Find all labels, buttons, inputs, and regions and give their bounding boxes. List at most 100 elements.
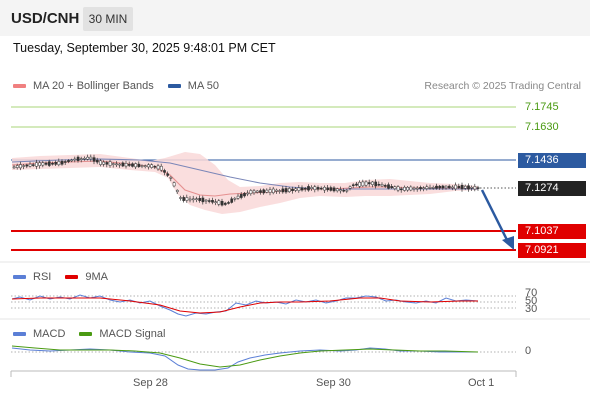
rsi-ma-swatch [65, 275, 79, 279]
candle-body [441, 185, 445, 189]
candle-body [278, 190, 282, 192]
macd-swatch [13, 332, 26, 336]
candle-body [217, 200, 221, 205]
candle-body [390, 186, 394, 189]
macd-zero-label: 0 [525, 345, 532, 357]
candle-body [105, 162, 109, 165]
rsi-swatch [13, 275, 26, 279]
candle-body [351, 184, 355, 186]
candle-body [431, 187, 435, 189]
macd-signal-swatch [79, 332, 93, 336]
candle-body [137, 163, 141, 167]
candle-body [185, 197, 189, 201]
candle-body [249, 190, 253, 194]
candle-body [428, 187, 432, 189]
candle-body [214, 201, 218, 203]
candle-body [12, 166, 16, 169]
candle-body [131, 163, 134, 167]
candle-body [447, 185, 451, 189]
candle-body [230, 198, 234, 203]
candle-body [99, 160, 102, 165]
candle-body [425, 186, 429, 189]
candle-body [108, 161, 112, 166]
candle-body [207, 200, 211, 202]
candle-body [57, 161, 61, 166]
candle-body [182, 197, 186, 201]
candle-body [233, 198, 237, 200]
candle-body [252, 190, 256, 194]
candle-body [195, 198, 198, 200]
support-1-label: 7.1037 [518, 224, 586, 239]
candle-body [121, 162, 125, 167]
candle-body [355, 183, 358, 186]
macd-signal-legend-label: MACD Signal [99, 328, 166, 340]
candle-body [281, 188, 285, 193]
bollinger-band [12, 152, 478, 214]
pivot-label: 7.1436 [518, 153, 586, 168]
candle-body [211, 200, 214, 203]
candle-body [239, 194, 243, 198]
candle-body [147, 164, 150, 168]
candle-body [307, 186, 310, 191]
candle-body [223, 202, 227, 205]
candle-body [259, 190, 262, 193]
candle-body [22, 165, 26, 167]
rsi-level-30-label: 30 [525, 303, 538, 315]
candle-body [124, 163, 128, 167]
candle-body [262, 189, 266, 194]
ma50-swatch [167, 84, 181, 88]
candle-body [380, 184, 384, 187]
rsi-level-50-label: 50 [525, 295, 538, 307]
candle-body [358, 182, 362, 187]
forecast-down-arrow-icon [480, 189, 514, 250]
candle-body [463, 185, 467, 189]
candle-body [454, 184, 458, 190]
candle-body [19, 164, 22, 169]
macd-legend: MACD MACD Signal [13, 328, 165, 340]
candle-body [67, 160, 70, 162]
candle-body [127, 163, 131, 166]
candle-body [323, 186, 326, 191]
candle-body [419, 187, 422, 189]
candle-body [15, 165, 19, 168]
candle-body [41, 162, 45, 166]
candle-body [339, 189, 342, 192]
candle-body [348, 186, 352, 189]
support-2-label: 7.0921 [518, 243, 586, 258]
candle-body [297, 187, 301, 191]
ma20-legend-label: MA 20 + Bollinger Bands [33, 80, 154, 92]
candle-body [415, 187, 419, 190]
candle-body [38, 162, 42, 166]
candle-body [364, 181, 368, 186]
candle-body [409, 186, 413, 191]
candle-body [374, 181, 378, 187]
rsi-legend-label: RSI [33, 271, 52, 283]
candle-body [335, 188, 339, 192]
candle-body [60, 160, 64, 165]
candle-body [227, 202, 230, 204]
candle-body [367, 182, 371, 185]
candle-body [313, 186, 317, 190]
candle-body [166, 173, 170, 176]
candle-body [143, 165, 147, 167]
candle-body [111, 163, 115, 165]
candle-body [153, 166, 157, 168]
candle-body [191, 198, 195, 201]
rsi-ma-legend-label: 9MA [85, 271, 108, 283]
candle-body [92, 157, 96, 162]
candle-body [371, 181, 374, 185]
candle-body [460, 184, 464, 190]
candle-body [175, 189, 179, 193]
candle-body [265, 189, 269, 193]
candle-body [159, 165, 163, 171]
candlestick-series [12, 154, 480, 207]
candle-body [438, 185, 442, 189]
candle-body [76, 156, 80, 161]
candle-body [115, 163, 118, 166]
candle-body [83, 157, 86, 160]
research-credit: Research © 2025 Trading Central [424, 80, 581, 92]
candle-body [86, 156, 90, 160]
candle-body [255, 190, 259, 193]
timeframe-button[interactable]: 30 MIN [83, 7, 133, 31]
symbol-title: USD/CNH [11, 10, 80, 27]
